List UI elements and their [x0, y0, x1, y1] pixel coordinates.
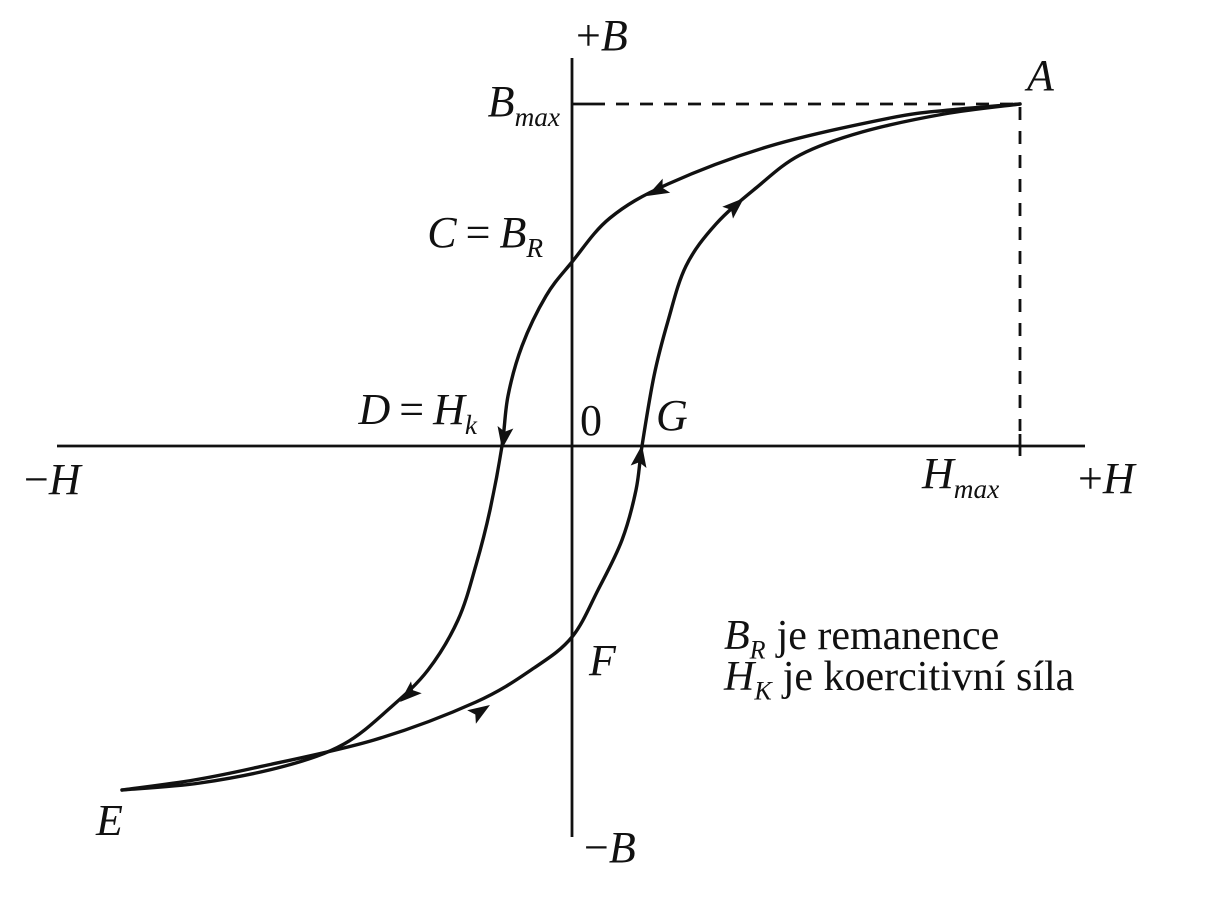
- note-coercivity: HK je koercitivní síla: [724, 654, 1075, 706]
- point-label-g: G: [656, 391, 688, 440]
- axis-label-minus-b: −B: [584, 823, 636, 872]
- origin-label: 0: [580, 396, 602, 445]
- point-label-d-coercivity: D = Hk: [358, 385, 478, 440]
- direction-arrow-icon: [630, 445, 647, 468]
- note-remanence: BR je remanence: [724, 613, 1000, 665]
- direction-arrow-icon: [722, 198, 744, 219]
- point-label-e: E: [96, 796, 123, 845]
- h-max-label: Hmax: [922, 449, 1000, 504]
- b-max-label: Bmax: [487, 77, 560, 132]
- direction-arrow-icon: [467, 705, 490, 724]
- axis-label-plus-b: +B: [576, 11, 628, 60]
- curve-magnetization: [120, 102, 1022, 792]
- point-label-a: A: [1027, 51, 1054, 100]
- direction-arrow-icon: [400, 681, 422, 702]
- point-label-f: F: [589, 636, 616, 685]
- axis-label-plus-h: +H: [1078, 454, 1135, 503]
- axis-label-minus-h: −H: [24, 455, 81, 504]
- curve-demagnetization: [120, 102, 1022, 792]
- direction-arrow-icon: [647, 178, 671, 196]
- direction-arrow-icon: [497, 426, 514, 449]
- point-label-c-remanence: C = BR: [427, 208, 543, 263]
